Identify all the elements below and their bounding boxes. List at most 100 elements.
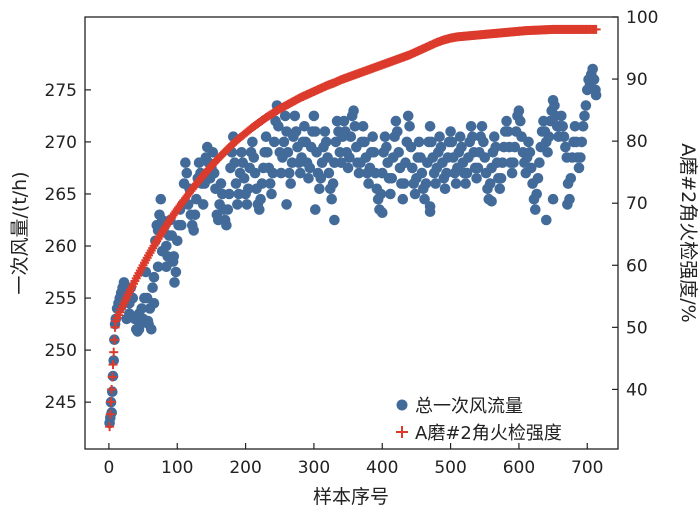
- air-flow-point: [243, 183, 254, 195]
- air-flow-point: [236, 147, 247, 158]
- air-flow-point: [478, 136, 489, 148]
- air-flow-point: [264, 178, 276, 189]
- y-axis-left: 245 250 255 260 265 270 275: [45, 81, 91, 413]
- air-flow-point: [249, 167, 261, 179]
- air-flow-point: [446, 136, 458, 148]
- air-flow-point: [502, 126, 514, 137]
- air-flow-point: [133, 324, 145, 335]
- air-flow-point: [363, 178, 374, 189]
- y-axis-right: 40 50 60 70 80 90 100: [612, 8, 658, 400]
- air-flow-point: [146, 324, 157, 335]
- air-flow-point: [547, 193, 559, 205]
- y-right-tick-label: 50: [626, 318, 648, 338]
- air-flow-point: [148, 271, 160, 283]
- air-flow-point: [344, 152, 355, 163]
- air-flow-point: [416, 167, 428, 179]
- air-flow-point: [441, 167, 452, 179]
- legend-label-flame: A磨#2角火检强度: [415, 423, 562, 444]
- air-flow-point: [435, 141, 447, 153]
- x-tick-label: 0: [104, 458, 115, 478]
- air-flow-point: [367, 131, 379, 142]
- air-flow-point: [573, 162, 585, 174]
- x-tick-label: 500: [434, 458, 466, 478]
- air-flow-point: [532, 173, 544, 184]
- air-flow-point: [253, 204, 265, 215]
- air-flow-point: [197, 199, 209, 210]
- air-flow-point: [295, 167, 306, 179]
- air-flow-point: [342, 162, 354, 174]
- air-flow-point: [450, 178, 462, 189]
- air-flow-point: [248, 152, 260, 163]
- air-flow-point: [549, 100, 560, 111]
- air-flow-point: [565, 173, 577, 184]
- air-flow-point: [590, 89, 602, 101]
- air-flow-point: [390, 115, 402, 127]
- air-flow-point: [308, 110, 320, 122]
- air-flow-point: [221, 219, 232, 231]
- air-flow-point: [303, 173, 314, 184]
- air-flow-point: [289, 110, 301, 122]
- air-flow-point: [170, 266, 182, 278]
- air-flow-point: [285, 178, 297, 189]
- air-flow-point: [562, 199, 573, 210]
- flame-intensity-point: [105, 422, 115, 432]
- air-flow-point: [290, 126, 302, 137]
- air-flow-point: [575, 152, 586, 163]
- air-flow-point: [106, 407, 117, 418]
- air-flow-point: [494, 183, 506, 195]
- x-tick-label: 600: [503, 458, 535, 478]
- air-flow-point: [454, 131, 466, 142]
- air-flow-point: [439, 183, 451, 195]
- air-flow-point: [172, 235, 183, 247]
- air-flow-point: [558, 131, 570, 142]
- x-tick-label: 400: [366, 458, 398, 478]
- air-flow-point: [304, 162, 316, 174]
- air-flow-point: [124, 308, 135, 320]
- air-flow-point: [232, 199, 243, 210]
- y-left-tick-label: 255: [45, 289, 77, 309]
- flame-intensity-point: [109, 335, 119, 345]
- air-flow-point: [445, 126, 456, 137]
- air-flow-point: [397, 193, 409, 205]
- air-flow-point: [275, 167, 287, 179]
- air-flow-point: [434, 131, 445, 142]
- flame-intensity-point: [109, 347, 119, 357]
- air-flow-point: [486, 196, 497, 207]
- air-flow-point: [398, 178, 410, 189]
- air-flow-point: [142, 315, 154, 327]
- air-flow-point: [260, 131, 272, 142]
- air-flow-point: [404, 121, 415, 132]
- air-flow-point: [560, 141, 571, 153]
- air-flow-point: [523, 136, 534, 148]
- air-flow-point: [515, 115, 526, 127]
- air-flow-point: [161, 261, 172, 273]
- air-flow-point: [587, 63, 598, 75]
- air-flow-point: [525, 162, 537, 174]
- air-flow-point: [588, 74, 600, 85]
- series-air-flow: [104, 63, 602, 429]
- air-flow-point: [262, 147, 273, 158]
- air-flow-point: [580, 100, 592, 111]
- legend-marker-flame: [396, 426, 408, 438]
- legend-marker-air-flow: [396, 399, 408, 411]
- air-flow-point: [405, 141, 417, 153]
- air-flow-point: [375, 188, 387, 200]
- air-flow-point: [577, 121, 589, 132]
- air-flow-point: [381, 141, 392, 153]
- air-flow-point: [238, 173, 250, 184]
- air-flow-point: [323, 167, 335, 179]
- y-left-tick-label: 250: [45, 341, 77, 361]
- y-right-tick-label: 40: [626, 380, 648, 400]
- air-flow-point: [310, 126, 321, 137]
- air-flow-point: [524, 147, 536, 158]
- air-flow-point: [267, 167, 279, 179]
- air-flow-point: [188, 225, 199, 236]
- air-flow-point: [241, 199, 253, 210]
- x-axis: 0 100 200 300 400 500 600 700: [104, 443, 603, 478]
- air-flow-point: [247, 136, 258, 148]
- air-flow-point: [156, 245, 168, 257]
- flame-intensity-point: [105, 409, 115, 419]
- air-flow-point: [368, 147, 380, 158]
- air-flow-point: [513, 105, 525, 116]
